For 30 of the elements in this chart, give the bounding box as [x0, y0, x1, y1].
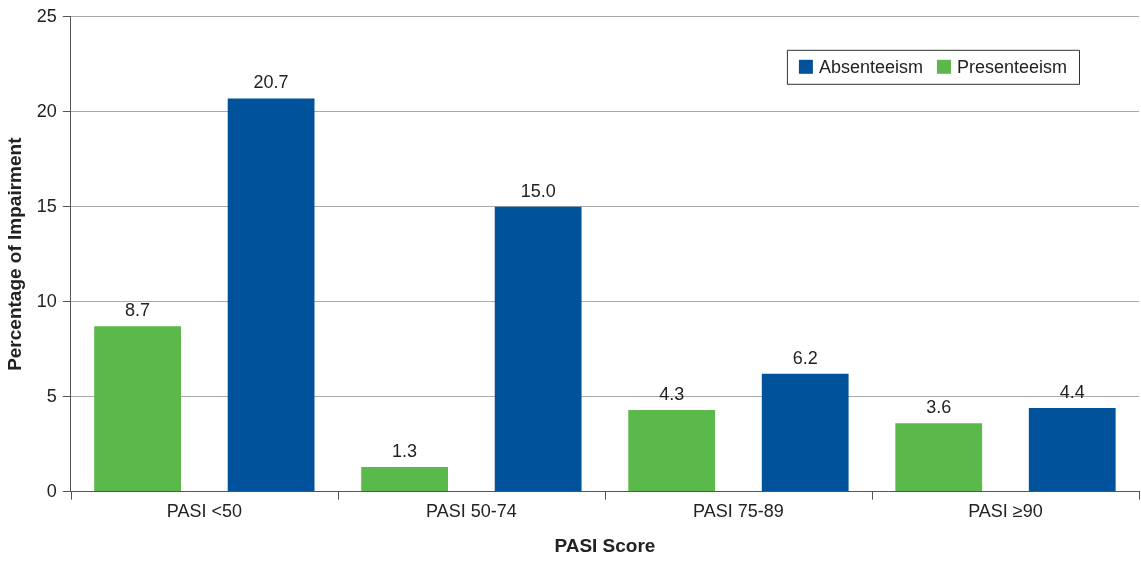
bar — [94, 326, 181, 492]
y-tick-label: 0 — [46, 480, 57, 501]
x-tick-label: PASI 75-89 — [693, 501, 784, 522]
y-tick-label: 25 — [36, 5, 57, 26]
bar — [227, 98, 315, 492]
y-tick-label: 10 — [36, 290, 57, 311]
data-label: 1.3 — [392, 440, 418, 461]
data-label: 6.2 — [792, 347, 818, 368]
bar — [761, 373, 849, 492]
data-label: 4.3 — [659, 383, 685, 404]
bar — [895, 423, 983, 492]
bar — [494, 206, 582, 492]
x-tick-label: PASI ≥90 — [968, 501, 1043, 522]
bar — [628, 409, 716, 492]
x-tick-label: PASI <50 — [166, 501, 242, 522]
bar — [1028, 408, 1116, 492]
bar — [361, 466, 449, 492]
data-label: 15.0 — [520, 180, 556, 201]
legend-label: Absenteeism — [818, 56, 923, 77]
y-tick-label: 15 — [36, 195, 57, 216]
y-tick-label: 20 — [36, 100, 57, 121]
y-tick-label: 5 — [46, 385, 57, 406]
data-label: 3.6 — [926, 397, 952, 418]
x-axis-title: PASI Score — [554, 534, 656, 556]
x-tick-label: PASI 50-74 — [426, 501, 517, 522]
y-axis-title: Percentage of Impairment — [3, 136, 25, 371]
legend-label: Presenteeism — [956, 56, 1068, 77]
data-label: 8.7 — [125, 300, 151, 321]
data-label: 4.4 — [1059, 382, 1085, 402]
data-label: 20.7 — [253, 72, 289, 93]
